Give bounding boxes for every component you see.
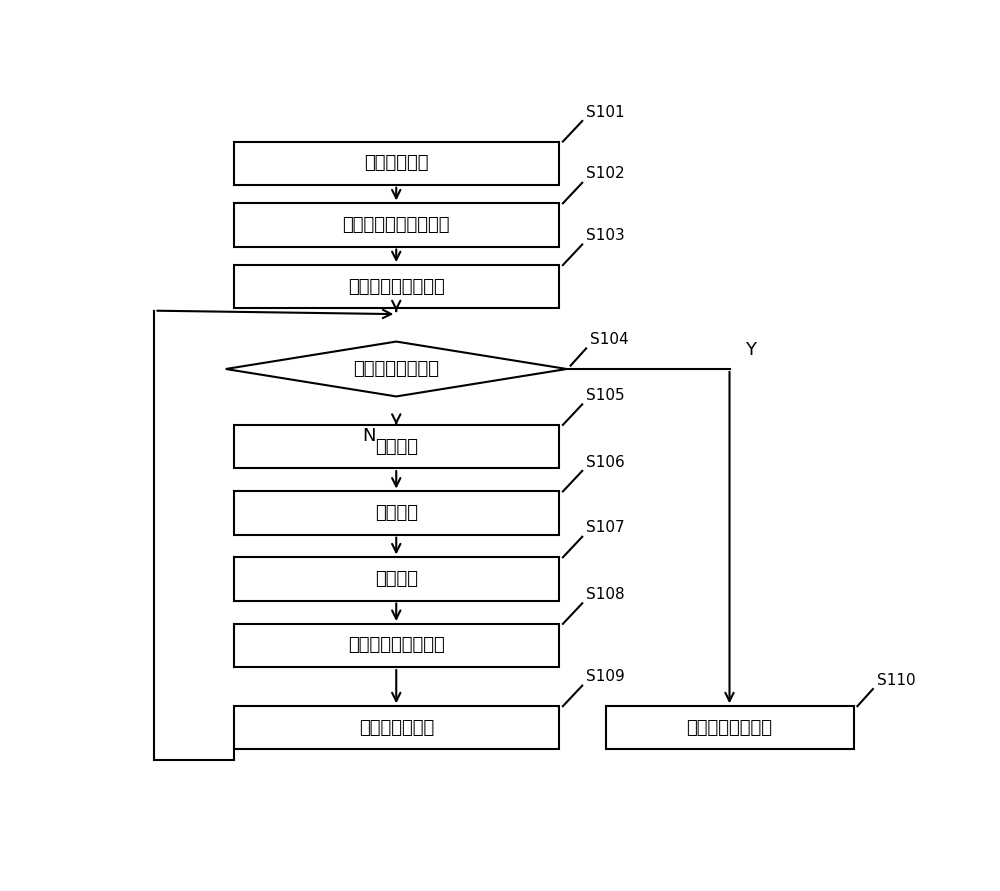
Text: 获取传输函数: 获取传输函数 [364, 154, 428, 172]
Bar [234, 624, 559, 667]
Text: S102: S102 [586, 167, 625, 182]
Bar [234, 142, 559, 184]
Text: S110: S110 [877, 673, 915, 688]
Text: 初始化遗传算法种群: 初始化遗传算法种群 [348, 278, 445, 296]
Text: 计算个体目标函数值: 计算个体目标函数值 [348, 636, 445, 655]
Text: 确定模拟电路当前输出: 确定模拟电路当前输出 [342, 216, 450, 234]
Text: 生成下一代种群: 生成下一代种群 [359, 719, 434, 737]
Polygon shape [226, 341, 567, 396]
Bar [234, 492, 559, 535]
Text: 个体交叉: 个体交叉 [375, 437, 418, 455]
Text: 个体变异: 个体变异 [375, 504, 418, 522]
Text: S104: S104 [590, 332, 629, 347]
Bar [234, 203, 559, 247]
Text: S105: S105 [586, 388, 625, 403]
Text: S108: S108 [586, 587, 625, 602]
Bar [234, 265, 559, 308]
Bar [606, 707, 854, 749]
Text: N: N [362, 428, 376, 446]
Bar [234, 425, 559, 468]
Text: 确定故障诊断结果: 确定故障诊断结果 [686, 719, 772, 737]
Text: 达到迭代结束条件: 达到迭代结束条件 [353, 360, 439, 378]
Bar [234, 558, 559, 601]
Text: Y: Y [745, 340, 756, 359]
Text: S103: S103 [586, 228, 625, 243]
Text: S109: S109 [586, 669, 625, 684]
Text: S101: S101 [586, 104, 625, 119]
Text: S107: S107 [586, 520, 625, 535]
Text: S106: S106 [586, 454, 625, 470]
Bar [234, 707, 559, 749]
Text: 合并种群: 合并种群 [375, 570, 418, 588]
